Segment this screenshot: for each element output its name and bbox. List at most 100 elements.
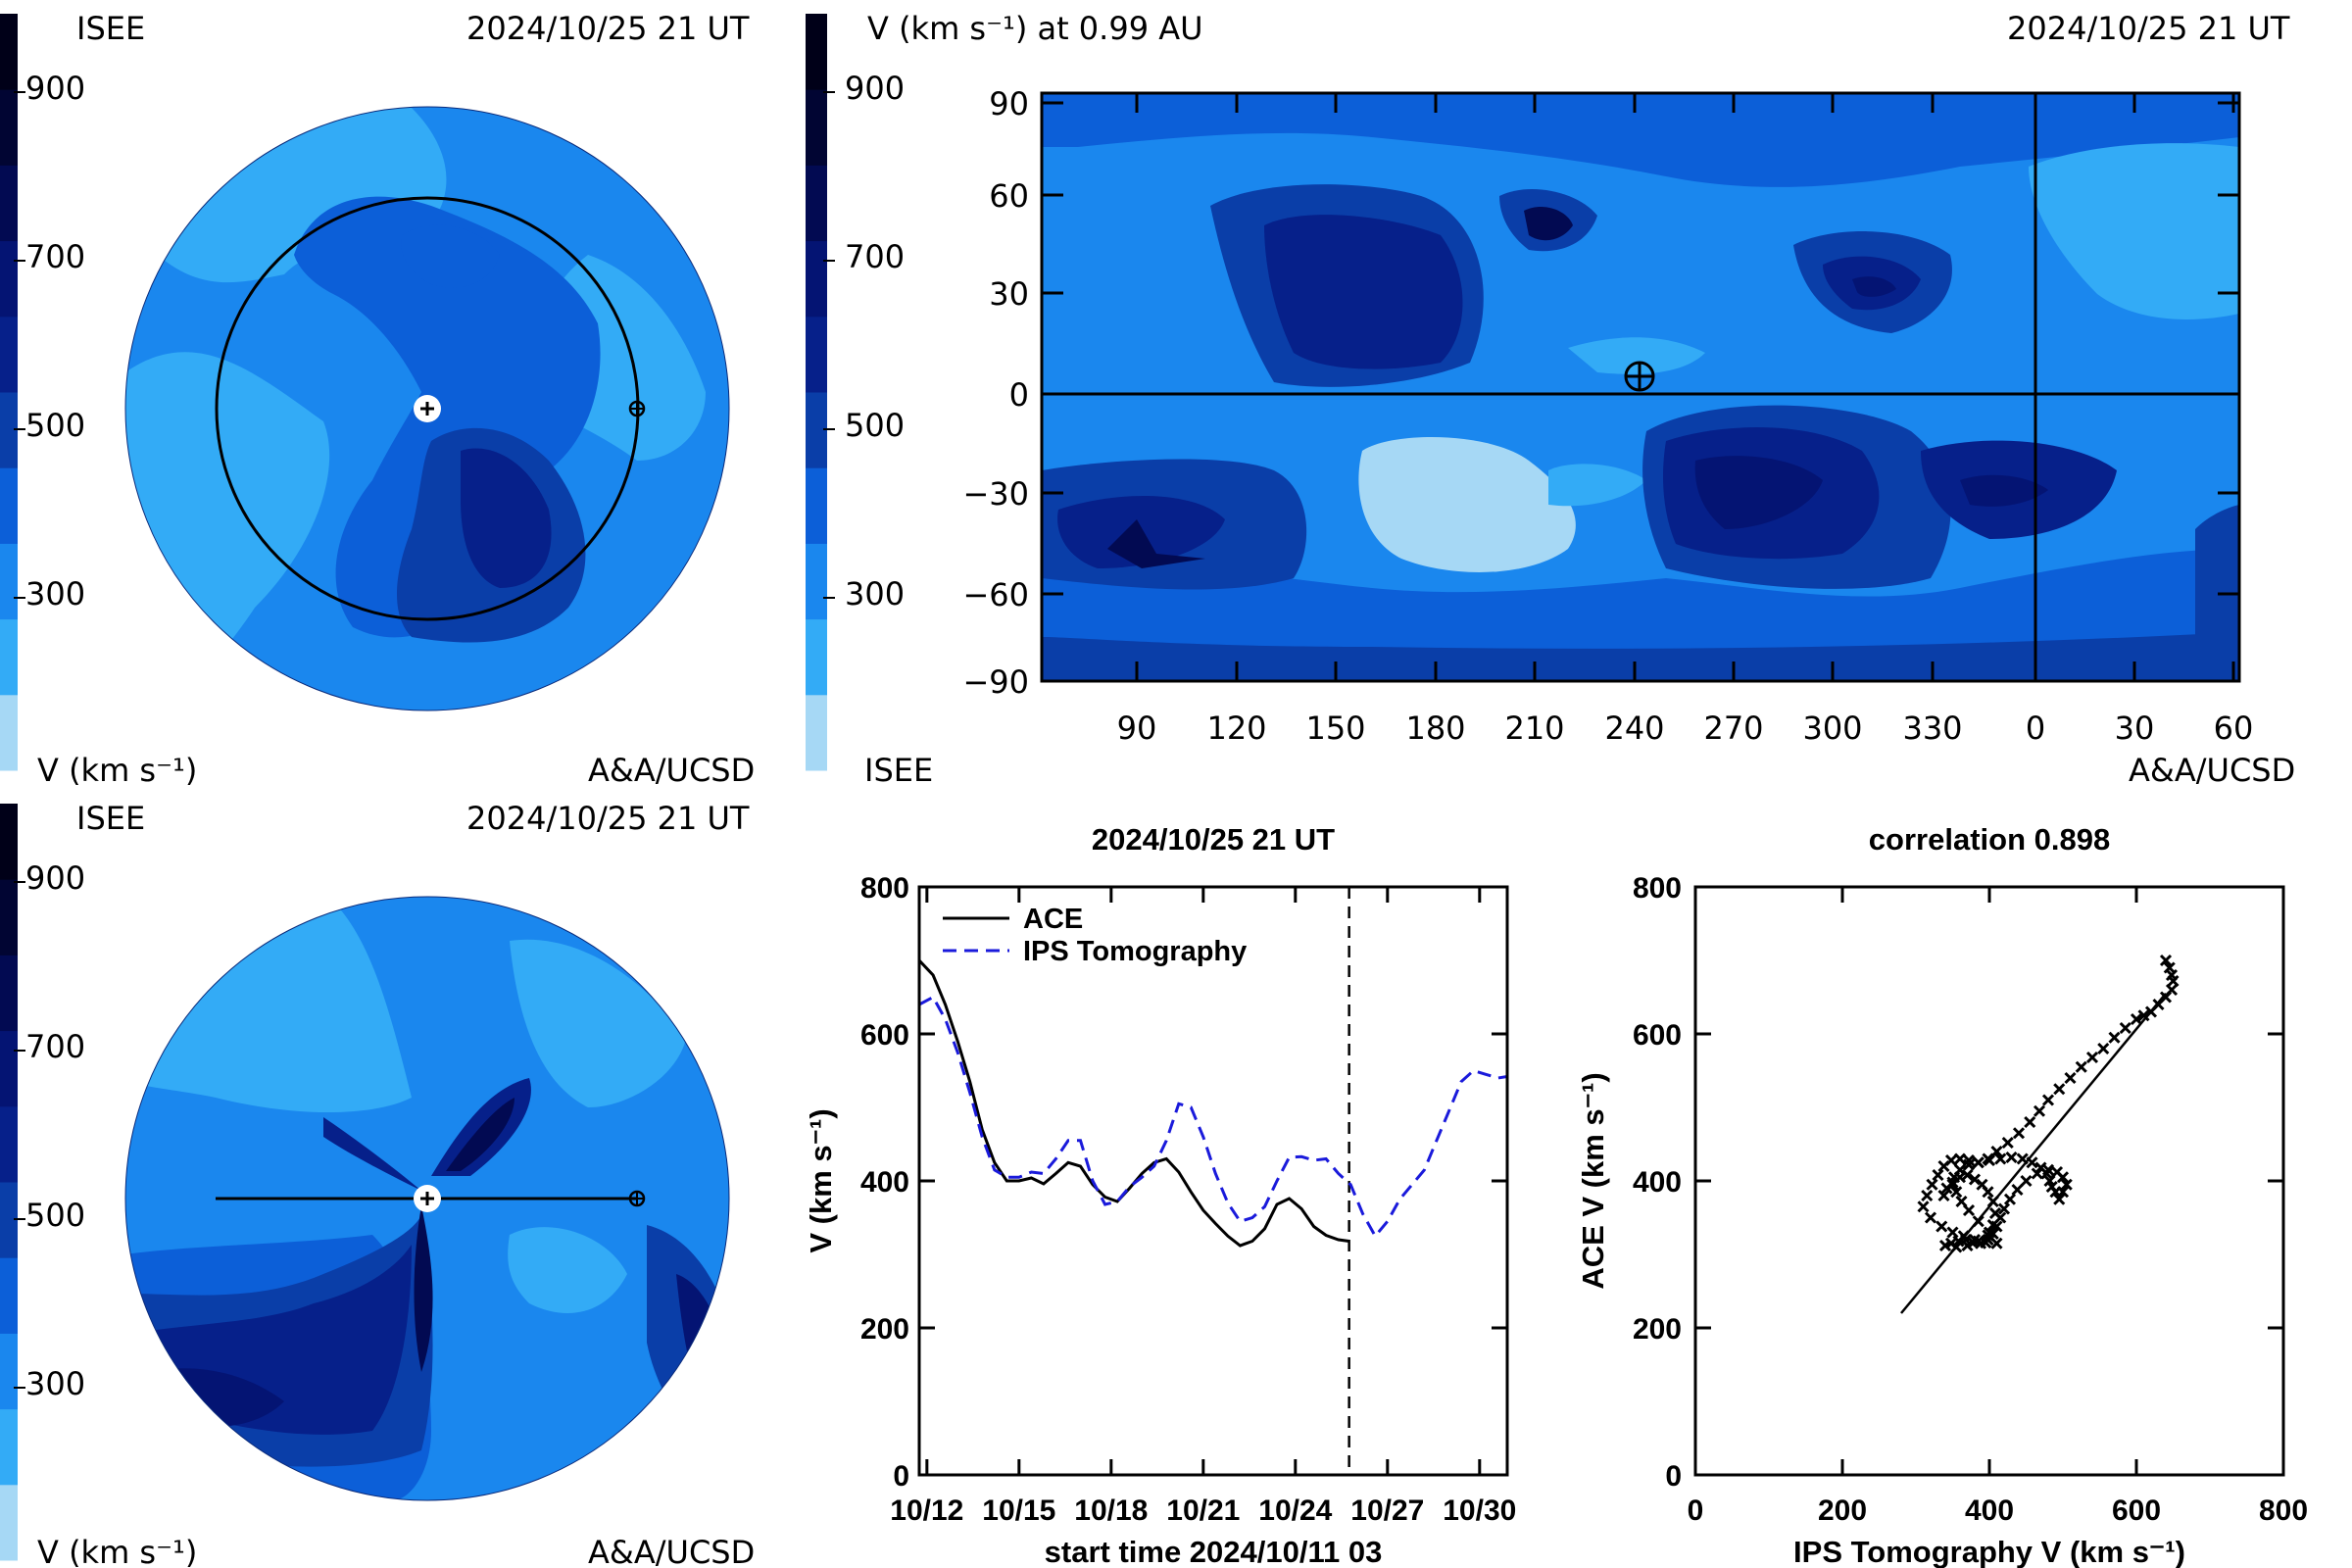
latitude-tick-label: 90 <box>989 85 1029 122</box>
top-left-cbar-tick: 500 <box>25 407 85 444</box>
colorbar-segment <box>806 467 827 544</box>
longitude-tick-label: 300 <box>1802 710 1862 747</box>
synoptic-map-panel: V (km s⁻¹) at 0.99 AU 2024/10/25 21 UT I… <box>806 10 2295 789</box>
sun-icon <box>414 395 441 422</box>
bottom-left-timestamp: 2024/10/25 21 UT <box>466 800 750 837</box>
scatter-point <box>1982 1233 1994 1247</box>
colorbar-synoptic <box>806 14 835 771</box>
colorbar-segment <box>806 14 827 90</box>
ips-tomography-series-line <box>919 995 1507 1239</box>
scatter-point <box>2024 1115 2036 1129</box>
scatter-point <box>2064 1071 2077 1085</box>
scatter-point <box>1972 1156 1984 1169</box>
scatter-point <box>2159 954 2173 967</box>
colorbar-segment <box>0 1182 18 1258</box>
colorbar-segment <box>0 543 18 620</box>
colorbar-segment <box>0 89 18 166</box>
time-series-legend: ACE IPS Tomography <box>943 904 1247 967</box>
scatter-point <box>1938 1239 1952 1252</box>
latitude-tick-label: −90 <box>962 663 1029 701</box>
bottom-left-cbar-tick: 900 <box>25 859 85 897</box>
legend-label-ace: ACE <box>1023 904 1083 935</box>
synoptic-cbar-tick: 700 <box>845 238 905 275</box>
scatter-point <box>2041 1094 2055 1106</box>
latitude-tick-label: 30 <box>989 275 1029 313</box>
scatter-point <box>2003 1193 2017 1205</box>
scatter-point <box>1982 1229 1994 1242</box>
colorbar-left-top <box>0 14 25 771</box>
scatter-point <box>2026 1156 2038 1169</box>
colorbar-segment <box>0 165 18 242</box>
scatter-point <box>2085 1051 2099 1064</box>
colorbar-segment <box>0 14 18 90</box>
latitude-tick-label: −30 <box>962 475 1029 513</box>
scatter-point <box>2016 1152 2029 1165</box>
synoptic-map-frame <box>1040 91 2241 683</box>
latitude-tick-label: 60 <box>989 177 1029 215</box>
colorbar-segment <box>0 1257 18 1334</box>
colorbar-segment <box>806 240 827 318</box>
scatter-point <box>2031 1167 2043 1180</box>
colorbar-segment <box>806 543 827 620</box>
x-tick-label: 10/24 <box>1258 1494 1332 1527</box>
scatter-frame <box>1693 885 2285 1477</box>
scatter-point <box>1976 1178 1988 1191</box>
x-tick-label: 400 <box>1965 1494 2014 1527</box>
scatter-point <box>1983 1153 1996 1167</box>
colorbar-segment <box>0 955 18 1032</box>
bottom-left-unit-label: V (km s⁻¹) <box>37 1534 197 1568</box>
scatter-xlabel: IPS Tomography V (km s⁻¹) <box>1793 1535 2185 1568</box>
y-tick-label: 0 <box>893 1460 909 1493</box>
colorbar-segment <box>0 1105 18 1183</box>
legend-label-ips: IPS Tomography <box>1023 936 1247 967</box>
longitude-tick-label: 30 <box>2115 710 2155 747</box>
colorbar-segment <box>806 392 827 468</box>
x-tick-label: 10/21 <box>1166 1494 1240 1527</box>
scatter-point <box>2011 1183 2024 1197</box>
top-left-cbar-tick: 700 <box>25 238 85 275</box>
colorbar-segment <box>0 1484 18 1561</box>
scatter-point <box>1936 1220 1948 1233</box>
bottom-left-panel: ISEE 2024/10/25 21 UT V (km s⁻¹) A&A/UCS… <box>0 800 755 1568</box>
scatter-point <box>1988 1206 2002 1220</box>
scatter-point <box>2041 1163 2055 1176</box>
colorbar-segment <box>0 392 18 468</box>
scatter-point <box>2005 1151 2018 1164</box>
scatter-point <box>2053 1083 2066 1096</box>
colorbar-segment <box>806 694 827 771</box>
scatter-point <box>2020 1174 2033 1188</box>
scatter-point <box>2108 1031 2121 1044</box>
synoptic-cbar-tick: 500 <box>845 407 905 444</box>
scatter-point <box>2050 1165 2064 1179</box>
scatter-point <box>2097 1042 2110 1055</box>
time-series-axes: 0 200 400 600 800 10/12 10/15 10/18 10/21 10/24 10… <box>860 872 1516 1527</box>
scatter-point <box>1950 1241 1963 1253</box>
latitude-tick-label: 0 <box>1009 376 1029 414</box>
synoptic-cbar-tick: 300 <box>845 575 905 612</box>
scatter-axes: 0 200 400 600 800 0 200 400 600 800 <box>1633 872 2308 1527</box>
colorbar-segment <box>0 240 18 318</box>
colorbar-segment <box>0 1030 18 1107</box>
top-left-unit-label: V (km s⁻¹) <box>37 752 197 789</box>
colorbar-segment <box>0 618 18 696</box>
fit-line <box>1900 992 2167 1314</box>
colorbar-segment <box>0 694 18 771</box>
longitude-tick-label: 60 <box>2214 710 2254 747</box>
scatter-point <box>1997 1202 2011 1215</box>
scatter-point <box>2119 1021 2132 1035</box>
scatter-point <box>1926 1178 1938 1191</box>
synoptic-cbar-tick: 900 <box>845 70 905 107</box>
top-left-disk-edge <box>124 106 730 711</box>
scatter-chart: correlation 0.898 IPS Tomography V (km s… <box>1576 822 2308 1568</box>
scatter-point <box>1972 1215 1984 1228</box>
scatter-point <box>1924 1211 1937 1224</box>
y-tick-label: 200 <box>1633 1313 1682 1346</box>
scatter-point <box>1950 1186 1963 1199</box>
scatter-plot-area <box>1900 954 2180 1314</box>
time-series-frame <box>917 885 1509 1477</box>
colorbar-segment <box>0 804 18 880</box>
scatter-point <box>1940 1182 1953 1195</box>
y-tick-label: 600 <box>860 1019 909 1052</box>
scatter-point <box>2033 1104 2046 1117</box>
x-tick-label: 10/27 <box>1350 1494 1424 1527</box>
